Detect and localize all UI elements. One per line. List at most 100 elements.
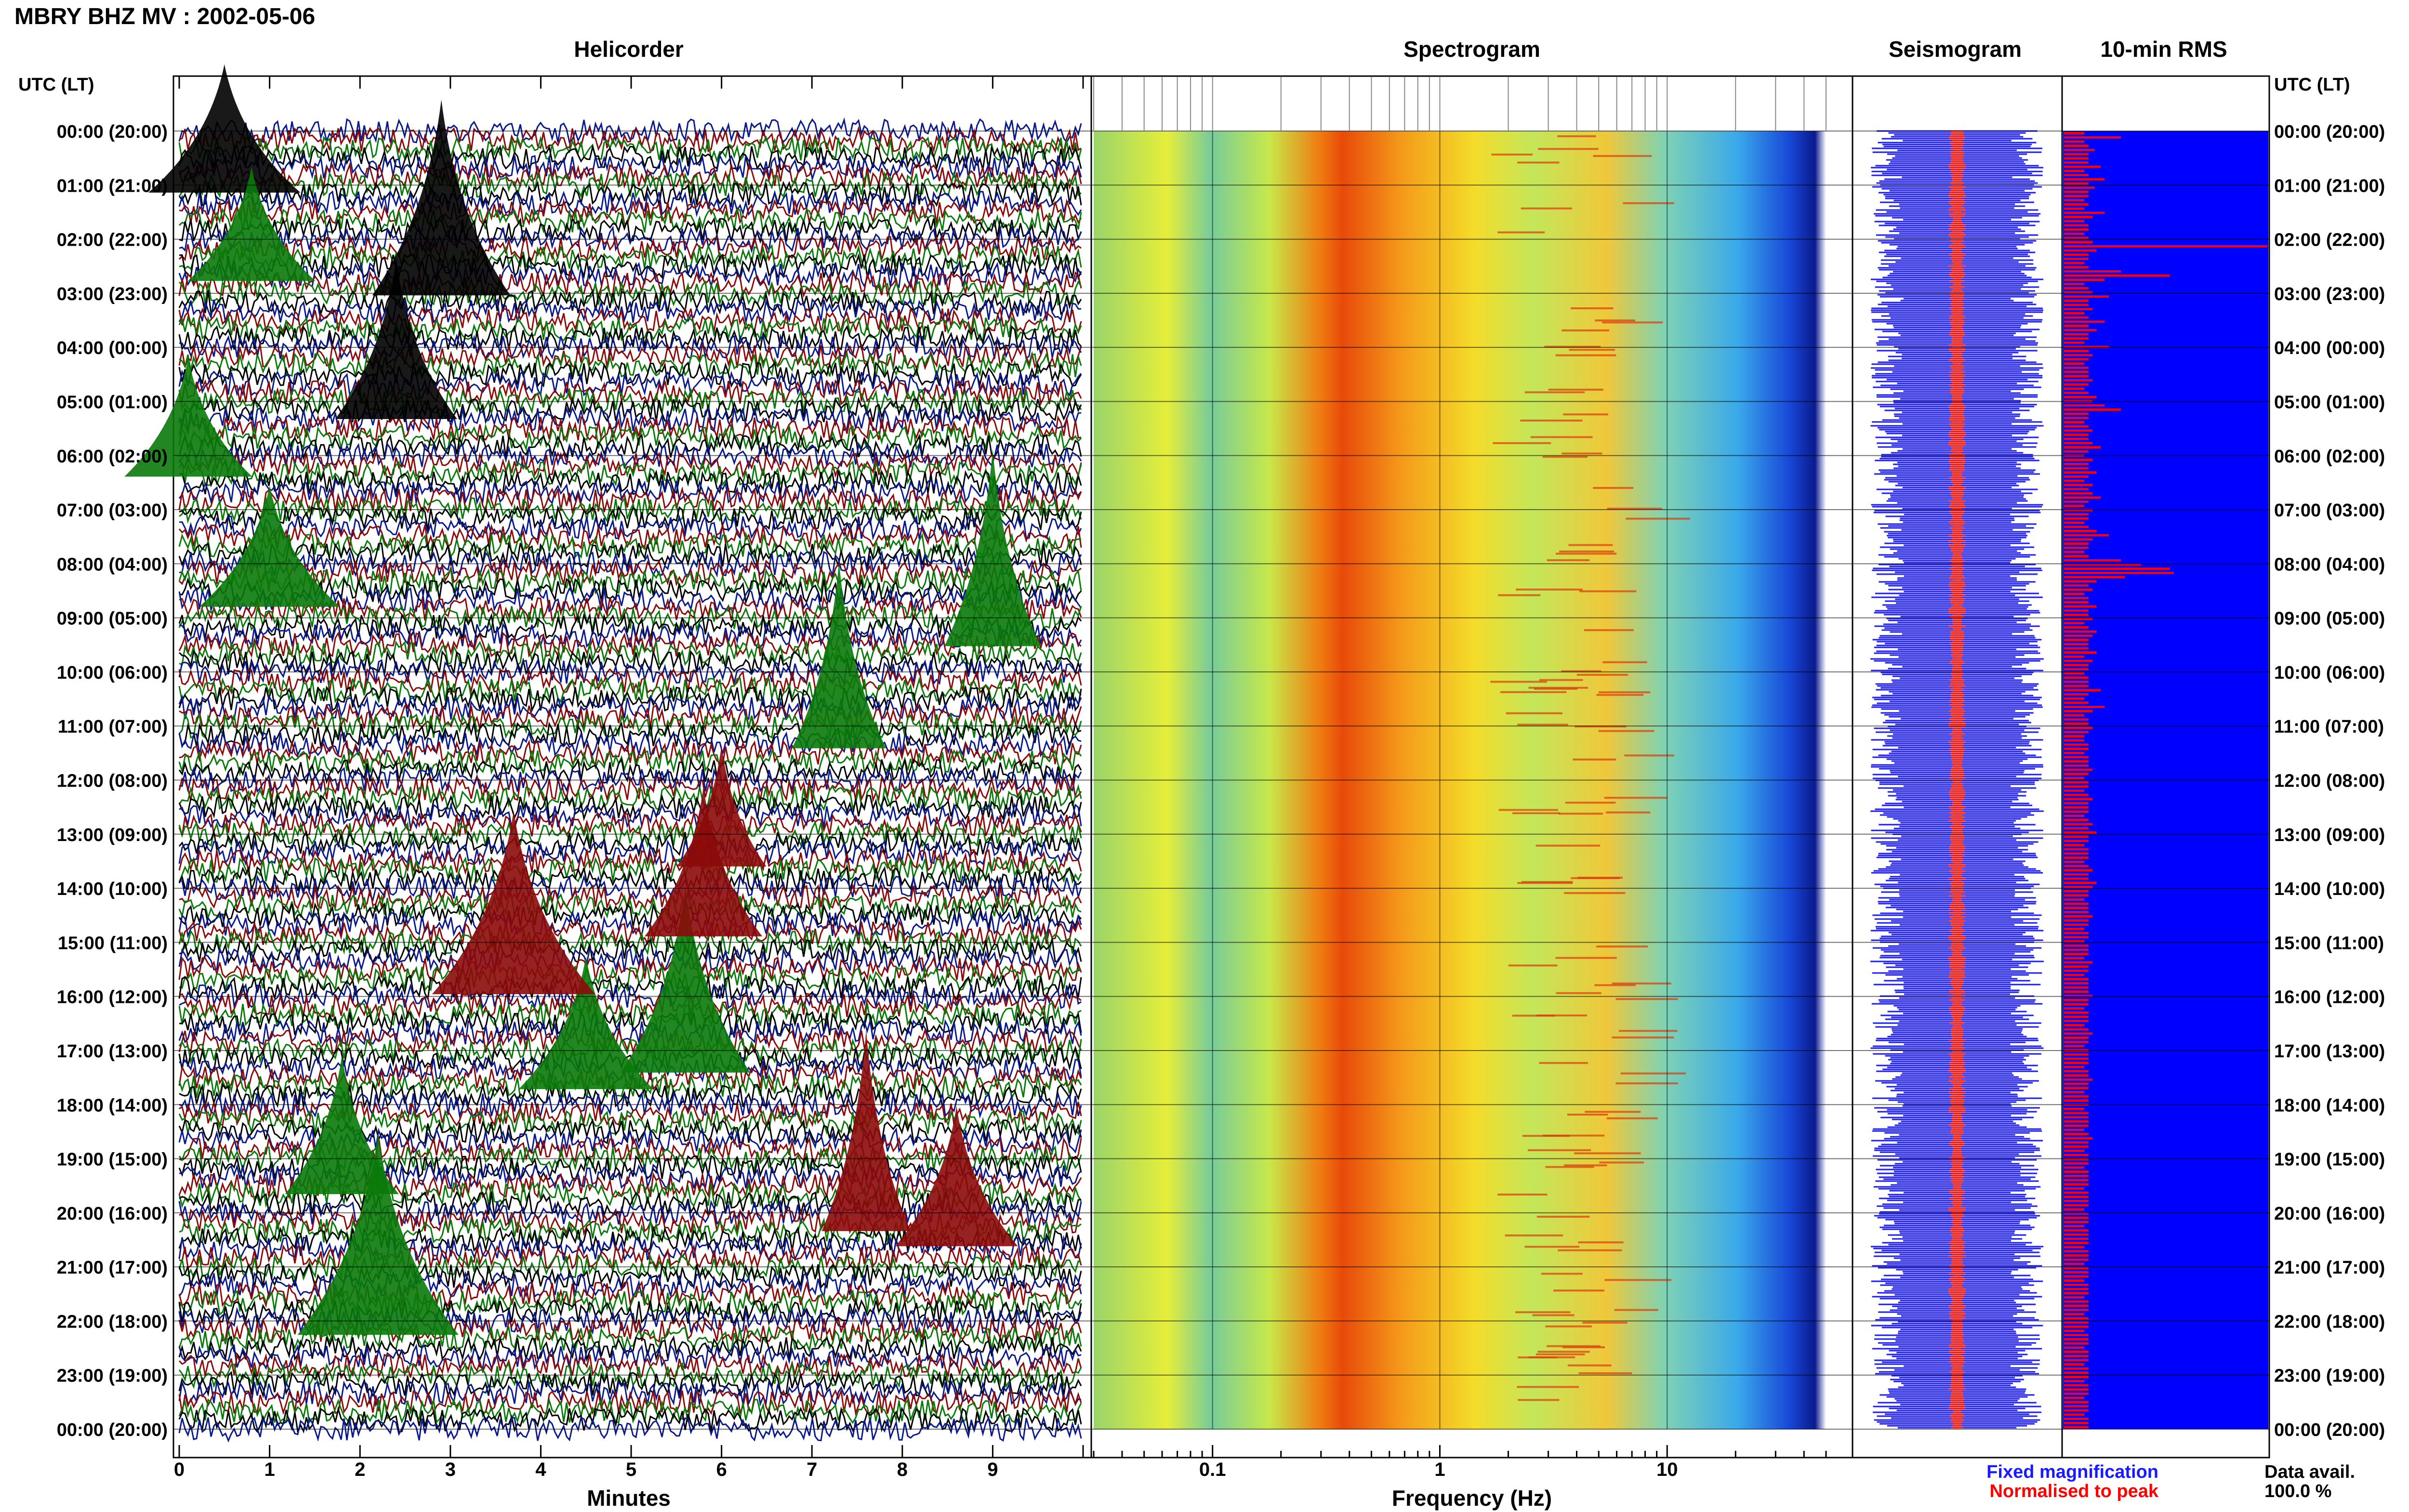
rms-bar bbox=[2064, 459, 2093, 461]
rms-bar bbox=[2064, 1275, 2089, 1278]
spectrogram-band bbox=[1593, 486, 1633, 489]
helicorder-trace bbox=[178, 1334, 1082, 1362]
rms-bar bbox=[2064, 484, 2093, 486]
rms-bar bbox=[2064, 915, 2093, 918]
helicorder-trace bbox=[178, 946, 1082, 974]
rms-bar bbox=[2064, 982, 2089, 985]
spectrogram-band bbox=[1500, 691, 1567, 693]
rms-bar bbox=[2064, 434, 2089, 436]
rms-bar bbox=[2064, 999, 2089, 1001]
spectrogram-band bbox=[1520, 420, 1583, 422]
rms-bar bbox=[2064, 1392, 2089, 1395]
freq-tick-label: 1 bbox=[1434, 1459, 1445, 1480]
helicorder-trace bbox=[179, 802, 1082, 830]
rms-bar bbox=[2064, 886, 2093, 888]
rms-bar bbox=[2064, 462, 2089, 465]
helicorder-trace bbox=[178, 1406, 1082, 1434]
rms-bar bbox=[2064, 446, 2101, 448]
rms-bar bbox=[2064, 1309, 2089, 1311]
rms-bar bbox=[2064, 379, 2093, 381]
helicorder-traces bbox=[124, 64, 1082, 1443]
rms-bar bbox=[2064, 170, 2085, 172]
rms-bar bbox=[2064, 555, 2089, 558]
rms-bar bbox=[2064, 551, 2085, 553]
spectrogram-band bbox=[1624, 754, 1674, 757]
helicorder-trace bbox=[178, 748, 1082, 776]
minute-tick-label: 6 bbox=[716, 1459, 727, 1480]
rms-bar bbox=[2064, 546, 2089, 549]
spectrogram-band bbox=[1594, 984, 1636, 986]
rms-bar bbox=[2064, 634, 2093, 637]
rms-bar bbox=[2064, 333, 2089, 336]
spectrogram-band bbox=[1545, 1166, 1594, 1168]
freq-tick-label: 10 bbox=[1656, 1459, 1678, 1480]
helicorder-trace bbox=[178, 144, 1082, 171]
rms-bar bbox=[2064, 693, 2089, 696]
rms-bar bbox=[2064, 815, 2085, 817]
hour-label-left: 13:00 (09:00) bbox=[57, 825, 168, 845]
rms-bar bbox=[2064, 806, 2089, 809]
spectrogram-band bbox=[1604, 797, 1668, 799]
rms-bar bbox=[2064, 316, 2089, 319]
rms-bar bbox=[2064, 559, 2121, 562]
spectrogram-band bbox=[1553, 1289, 1604, 1292]
rms-bar bbox=[2064, 1078, 2093, 1081]
helicorder-trace bbox=[178, 234, 1082, 263]
rms-bar bbox=[2064, 852, 2089, 855]
spectrogram-band bbox=[1505, 1234, 1563, 1236]
rms-bar bbox=[2064, 325, 2089, 327]
helicorder-trace bbox=[179, 514, 1082, 541]
rms-bar bbox=[2064, 831, 2097, 834]
rms-bar bbox=[2064, 965, 2089, 968]
rms-bar bbox=[2064, 513, 2089, 516]
spectrogram-band bbox=[1490, 681, 1547, 683]
rms-bar bbox=[2064, 337, 2089, 340]
seismogram-title: Seismogram bbox=[1889, 37, 2022, 62]
rms-bar bbox=[2064, 412, 2089, 415]
spectrogram-band bbox=[1517, 1386, 1579, 1388]
hour-label-right: 21:00 (17:00) bbox=[2274, 1258, 2385, 1278]
spectrogram-band bbox=[1530, 436, 1593, 438]
rms-bar bbox=[2064, 1258, 2089, 1261]
rms-bar bbox=[2064, 1371, 2089, 1374]
rms-bar bbox=[2064, 140, 2085, 143]
helicorder-trace bbox=[178, 360, 1082, 389]
helicorder-event bbox=[187, 167, 316, 281]
hour-label-right: 07:00 (03:00) bbox=[2274, 500, 2385, 521]
spectrogram-band bbox=[1518, 1356, 1558, 1359]
helicorder-trace bbox=[178, 208, 1082, 235]
rms-bar bbox=[2064, 1409, 2089, 1412]
helicorder-event bbox=[895, 1105, 1018, 1247]
spectrogram-band bbox=[1517, 882, 1573, 884]
rms-bar bbox=[2064, 840, 2089, 842]
helicorder-trace bbox=[179, 621, 1082, 649]
rms-bar bbox=[2064, 1241, 2089, 1244]
helicorder-event bbox=[620, 886, 751, 1073]
rms-bar bbox=[2064, 1170, 2089, 1173]
helicorder-trace bbox=[178, 793, 1082, 821]
rms-bar bbox=[2064, 190, 2089, 193]
helicorder-trace bbox=[179, 983, 1082, 1011]
helicorder-trace bbox=[178, 612, 1082, 641]
rms-bar bbox=[2064, 232, 2085, 235]
rms-bar bbox=[2064, 630, 2097, 633]
spectrogram-band bbox=[1555, 354, 1616, 356]
rms-bar bbox=[2064, 174, 2089, 176]
rms-bar bbox=[2064, 760, 2089, 763]
rms-bar bbox=[2064, 1070, 2089, 1073]
rms-bar bbox=[2064, 731, 2089, 734]
rms-bar bbox=[2064, 350, 2089, 353]
rms-bar bbox=[2064, 1334, 2089, 1337]
helicorder-trace bbox=[178, 162, 1082, 190]
spectrogram-band bbox=[1558, 1249, 1622, 1251]
spectrogram-band bbox=[1557, 135, 1596, 137]
rms-bar bbox=[2064, 262, 2085, 264]
rms-bar bbox=[2064, 1179, 2089, 1182]
rms-bar bbox=[2064, 681, 2089, 683]
rms-bar bbox=[2064, 613, 2089, 616]
rms-bar bbox=[2064, 860, 2085, 863]
rms-bar bbox=[2064, 148, 2095, 151]
rms-bar bbox=[2064, 203, 2089, 206]
hour-label-right: 01:00 (21:00) bbox=[2274, 176, 2385, 196]
rms-bar bbox=[2064, 1208, 2085, 1211]
